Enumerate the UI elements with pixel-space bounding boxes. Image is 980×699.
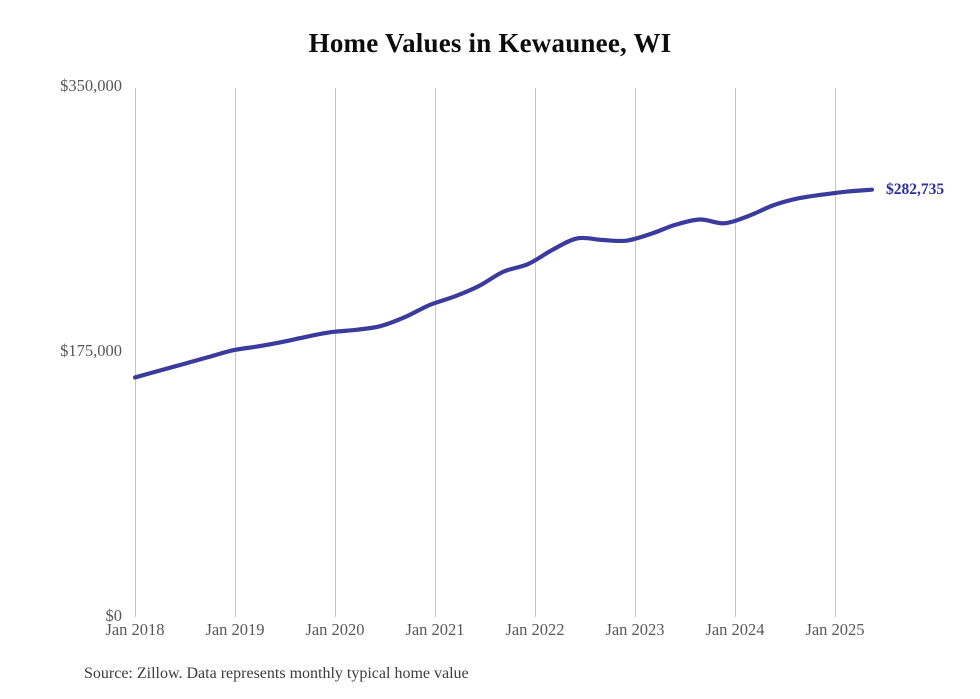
y-tick-label-350000: $350,000: [60, 76, 122, 95]
series-line-typical-home-value: [132, 187, 875, 380]
x-tick-label-jan-2025: Jan 2025: [805, 620, 865, 639]
chart-title: Home Values in Kewaunee, WI: [308, 28, 672, 58]
y-tick-label-175000: $175,000: [60, 341, 122, 360]
plot-area: [132, 88, 875, 617]
end-value-annotation: $282,735: [886, 180, 945, 198]
x-tick-label-jan-2023: Jan 2023: [605, 620, 665, 639]
x-tick-label-jan-2022: Jan 2022: [505, 620, 565, 639]
series-path: [132, 187, 875, 380]
x-tick-label-jan-2019: Jan 2019: [205, 620, 265, 639]
x-tick-label-jan-2020: Jan 2020: [305, 620, 365, 639]
y-tick-label-0: $0: [105, 606, 123, 625]
y-axis: $350,000 $175,000 $0: [0, 0, 122, 699]
x-tick-label-jan-2021: Jan 2021: [405, 620, 465, 639]
x-tick-label-jan-2024: Jan 2024: [705, 620, 765, 639]
x-tick-label-jan-2018: Jan 2018: [105, 620, 165, 639]
source-note: Source: Zillow. Data represents monthly …: [84, 665, 469, 682]
x-axis: Jan 2018 Jan 2019 Jan 2020 Jan 2021 Jan …: [0, 620, 980, 646]
